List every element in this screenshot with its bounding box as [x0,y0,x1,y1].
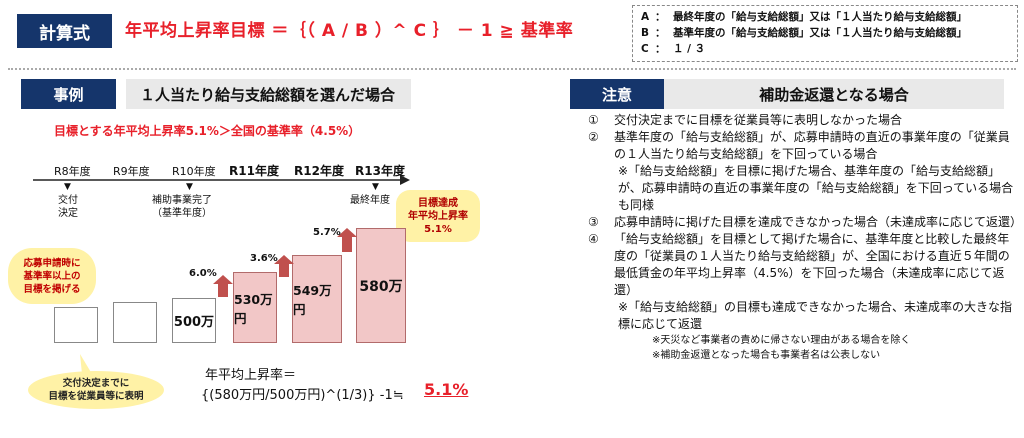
note-subtext: ※「給与支給総額」の目標も達成できなかった場合、未達成率の大きな指標に応じて返還 [618,300,1013,331]
legend-row-c: C ： １ / ３ [641,41,1017,57]
note-number: ③ [588,215,599,229]
legend-row-a: A ： 最終年度の「給与支給総額」又は「１人当たり給与支給総額」 [641,9,1017,25]
left-bubble: 応募申請時に 基準率以上の 目標を掲げる [8,248,96,304]
calc-line2: {(580万円/500万円)^(1/3)} -1≒ [201,388,404,403]
year-r11: R11年度 [229,164,279,178]
growth-arrow-r12-icon [274,255,294,277]
example-condition: 目標とする年平均上昇率5.1%＞全国の基準率（4.5%） [54,124,361,138]
legend-key: C [641,43,649,55]
growth-arrow-r13-icon [337,228,357,252]
year-r8: R8年度 [54,165,91,178]
tick-r8-icon: ▼ [64,182,71,192]
note-item: ④ 「給与支給総額」を目標として掲げた場合に、基準年度と比較した最終年度の「従業… [588,231,1018,299]
section-divider [8,68,1016,70]
note-text: 「給与支給総額」を目標として掲げた場合に、基準年度と比較した最終年度の「従業員の… [614,232,1010,297]
example-label: 事例 [21,79,116,109]
notes-list: ① 交付決定までに目標を従業員等に表明しなかった場合 ② 基準年度の「給与支給総… [588,112,1023,363]
bar-r8 [54,307,98,343]
note-r10: 補助事業完了 （基準年度） [152,195,212,219]
legend-colon: ： [655,27,666,39]
calc-line1: 年平均上昇率＝ [205,368,297,383]
year-r10: R10年度 [172,165,216,178]
bar-r10: 500万 [172,298,216,343]
growth-label-r13: 5.7% [313,227,341,238]
calc-result: 5.1% [424,380,469,399]
notes-label: 注意 [570,79,664,109]
bottom-bubble-tail [80,354,92,374]
notes-title: 補助金返還となる場合 [664,79,1004,109]
legend-key: A [641,11,650,23]
bar-r12: 549万円 [292,255,342,343]
note-item: ③ 応募申請時に掲げた目標を達成できなかった場合（未達成率に応じて返還） [588,214,1023,231]
legend-text: １ / ３ [673,43,706,55]
legend-colon: ： [655,11,666,23]
legend-row-b: B ： 基準年度の「給与支給総額」又は「１人当たり給与支給総額」 [641,25,1017,41]
note-subitem: ※「給与支給総額」の目標も達成できなかった場合、未達成率の大きな指標に応じて返還 [588,299,1018,333]
note-text: 基準年度の「給与支給総額」が、応募申請時の直近の事業年度の「従業員の１人当たり給… [614,130,1010,161]
legend-text: 基準年度の「給与支給総額」又は「１人当たり給与支給総額」 [673,27,967,39]
note-number: ② [588,130,599,144]
timeline-arrowhead [400,175,410,185]
bar-r9 [113,302,157,343]
bottom-bubble: 交付決定までに 目標を従業員等に表明 [28,371,164,409]
note-r13: 最終年度 [350,195,390,206]
note-r8: 交付 決定 [58,195,78,219]
note-small: ※補助金返還となった場合も事業者名は公表しない [652,350,881,361]
note-number: ① [588,113,599,127]
note-item: ① 交付決定までに目標を従業員等に表明しなかった場合 [588,112,1018,129]
note-item: ② 基準年度の「給与支給総額」が、応募申請時の直近の事業年度の「従業員の１人当た… [588,129,1018,163]
tick-r10-icon: ▼ [186,182,193,192]
note-number: ④ [588,232,599,246]
year-r12: R12年度 [294,164,344,178]
legend-colon: ： [655,43,666,55]
formula-legend: A ： 最終年度の「給与支給総額」又は「１人当たり給与支給総額」 B ： 基準年… [632,5,1018,62]
year-r13: R13年度 [355,164,405,178]
note-text: 交付決定までに目標を従業員等に表明しなかった場合 [614,113,903,127]
growth-label-r12: 3.6% [250,253,278,264]
bar-r11: 530万円 [233,272,277,343]
example-title: １人当たり給与支給総額を選んだ場合 [126,79,411,109]
growth-label-r11: 6.0% [189,268,217,279]
note-text: 応募申請時に掲げた目標を達成できなかった場合（未達成率に応じて返還） [614,215,1023,229]
formula-label: 計算式 [17,14,112,48]
tick-r13-icon: ▼ [372,182,379,192]
note-subtext: ※「給与支給総額」を目標に掲げた場合、基準年度の「給与支給総額」が、応募申請時の… [618,164,1014,212]
legend-key: B [641,27,650,39]
target-bubble: 目標達成 年平均上昇率 5.1% [396,190,480,242]
note-subitem: ※「給与支給総額」を目標に掲げた場合、基準年度の「給与支給総額」が、応募申請時の… [588,163,1018,214]
year-r9: R9年度 [113,165,150,178]
note-small: ※天災など事業者の責めに帰さない理由がある場合を除く [652,335,911,346]
legend-text: 最終年度の「給与支給総額」又は「１人当たり給与支給総額」 [673,11,967,23]
formula-text: 年平均上昇率目標 ＝｛（ A / B ）^ C ｝ － 1 ≧ 基準率 [125,21,574,41]
growth-arrow-r11-icon [213,275,233,297]
bar-r13: 580万 [356,228,406,343]
timeline-svg [33,175,410,185]
